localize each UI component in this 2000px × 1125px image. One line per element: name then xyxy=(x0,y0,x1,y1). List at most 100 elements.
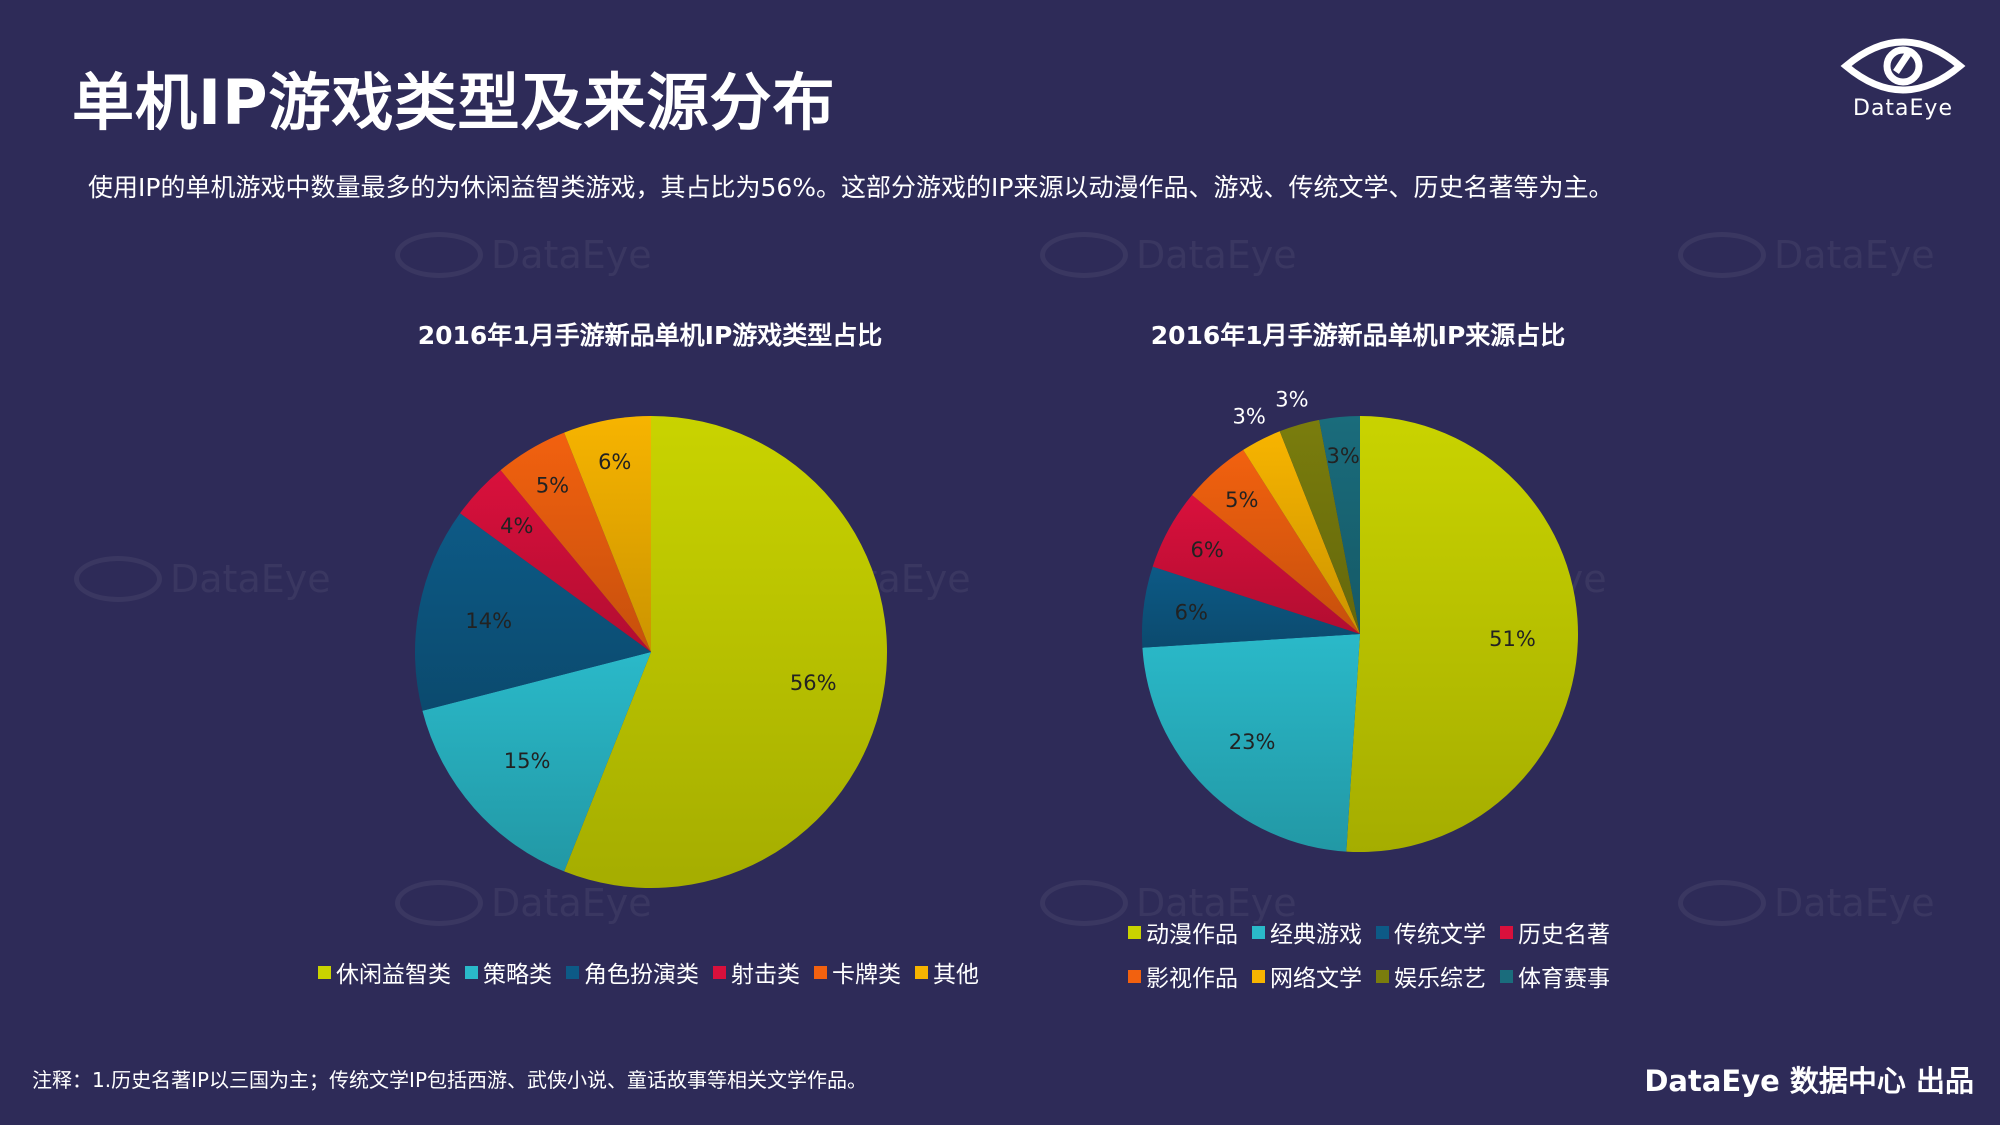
pie-label-1-6: 6% xyxy=(598,450,631,474)
dataeye-eye-icon xyxy=(1840,38,1966,94)
legend-row: 动漫作品 经典游戏 传统文学 历史名著 xyxy=(1128,915,1610,949)
legend-label: 策略类 xyxy=(483,962,552,988)
page-title: 单机IP游戏类型及来源分布 xyxy=(72,66,836,139)
watermark-eye-icon xyxy=(1678,232,1766,278)
legend-label: 动漫作品 xyxy=(1146,922,1238,948)
legend-label: 休闲益智类 xyxy=(336,962,451,988)
pie-slice-1-6 xyxy=(564,416,651,652)
page-subtitle: 使用IP的单机游戏中数量最多的为休闲益智类游戏，其占比为56%。这部分游戏的IP… xyxy=(88,173,1614,202)
legend-item: 休闲益智类 xyxy=(318,955,451,989)
legend-label: 经典游戏 xyxy=(1270,922,1362,948)
legend-label: 角色扮演类 xyxy=(584,962,699,988)
pie-slice-2-2 xyxy=(1142,634,1360,852)
pie-label-1-3: 14% xyxy=(465,609,512,633)
pie-slice-2-4 xyxy=(1152,495,1360,634)
pie-slice-2-5 xyxy=(1192,449,1360,634)
legend-swatch xyxy=(1376,925,1389,939)
pie-label-2-7: 3% xyxy=(1275,388,1308,412)
chart1-legend: 休闲益智类 策略类 角色扮演类 射击类 卡牌类 其他 xyxy=(318,955,979,989)
legend-swatch xyxy=(1500,969,1513,983)
watermark-eye-icon xyxy=(1040,232,1128,278)
pie-label-2-4: 6% xyxy=(1191,538,1224,562)
legend-swatch xyxy=(1128,969,1141,983)
footnote: 注释：1.历史名著IP以三国为主；传统文学IP包括西游、武侠小说、童话故事等相关… xyxy=(32,1068,867,1092)
pie-label-2-2: 23% xyxy=(1229,730,1276,754)
legend-swatch xyxy=(713,965,726,979)
watermark: DataEye xyxy=(1040,232,1297,278)
pie-label-2-5: 5% xyxy=(1225,488,1258,512)
legend-item: 其他 xyxy=(915,955,979,989)
legend-item: 历史名著 xyxy=(1500,915,1610,949)
legend-item: 传统文学 xyxy=(1376,915,1486,949)
legend-label: 网络文学 xyxy=(1270,966,1362,992)
legend-swatch xyxy=(1252,969,1265,983)
legend-item: 影视作品 xyxy=(1128,959,1238,993)
watermark: DataEye xyxy=(395,880,652,926)
pie-slice-2-3 xyxy=(1142,566,1360,648)
legend-label: 其他 xyxy=(933,962,979,988)
watermark: DataEye xyxy=(1040,880,1297,926)
legend-swatch xyxy=(915,965,928,979)
legend-swatch xyxy=(1500,925,1513,939)
chart2-legend: 动漫作品 经典游戏 传统文学 历史名著影视作品 网络文学 娱乐综艺 体育赛事 xyxy=(1128,915,1610,993)
legend-swatch xyxy=(318,965,331,979)
pie-chart-1: 56% 15% 14% 4%5% 6% xyxy=(415,416,888,888)
legend-label: 娱乐综艺 xyxy=(1394,966,1486,992)
legend-item: 网络文学 xyxy=(1252,959,1362,993)
legend-item: 射击类 xyxy=(713,955,800,989)
watermark-eye-icon xyxy=(74,556,162,602)
legend-label: 影视作品 xyxy=(1146,966,1238,992)
legend-item: 体育赛事 xyxy=(1500,959,1610,993)
pie-chart-2: 51% 23% 6% 6% 5% 3% 3% 3% xyxy=(1142,388,1579,852)
watermark: DataEye xyxy=(1678,880,1935,926)
pie-label-2-3: 6% xyxy=(1175,601,1208,625)
legend-item: 策略类 xyxy=(465,955,552,989)
legend-swatch xyxy=(1376,969,1389,983)
chart1-title: 2016年1月手游新品单机IP游戏类型占比 xyxy=(417,321,883,350)
legend-label: 传统文学 xyxy=(1394,922,1486,948)
pie-slice-1-4 xyxy=(460,470,651,652)
legend-row: 影视作品 网络文学 娱乐综艺 体育赛事 xyxy=(1128,959,1610,993)
logo-text: DataEye xyxy=(1853,96,1953,121)
legend-swatch xyxy=(465,965,478,979)
pie-label-2-6: 3% xyxy=(1232,404,1265,428)
legend-swatch xyxy=(566,965,579,979)
pie-slice-2-7 xyxy=(1279,419,1360,634)
pie-label-1-2: 15% xyxy=(504,749,551,773)
pie-label-1-1: 56% xyxy=(790,671,837,695)
pie-label-1-5: 5% xyxy=(536,473,569,497)
watermark: DataEye xyxy=(1678,232,1935,278)
pie-slice-2-8 xyxy=(1319,416,1360,634)
pie-slice-1-5 xyxy=(500,432,651,652)
pie-slice-1-1 xyxy=(564,416,888,888)
legend-label: 体育赛事 xyxy=(1518,966,1610,992)
pie-label-2-1: 51% xyxy=(1489,627,1536,651)
legend-label: 射击类 xyxy=(731,962,800,988)
watermark-eye-icon xyxy=(1678,880,1766,926)
watermark: DataEye xyxy=(395,232,652,278)
pie-slice-2-1 xyxy=(1346,416,1579,852)
legend-item: 经典游戏 xyxy=(1252,915,1362,949)
legend-label: 历史名著 xyxy=(1518,922,1610,948)
chart2-title: 2016年1月手游新品单机IP来源占比 xyxy=(1150,321,1566,350)
legend-item: 动漫作品 xyxy=(1128,915,1238,949)
legend-swatch xyxy=(1252,925,1265,939)
pie-label-2-8: 3% xyxy=(1327,444,1360,468)
pie-slice-1-3 xyxy=(415,513,651,711)
credit: DataEye 数据中心 出品 xyxy=(1644,1064,1974,1098)
legend-swatch xyxy=(814,965,827,979)
legend-label: 卡牌类 xyxy=(832,962,901,988)
legend-item: 角色扮演类 xyxy=(566,955,699,989)
legend-row: 休闲益智类 策略类 角色扮演类 射击类 卡牌类 其他 xyxy=(318,955,979,989)
watermark-eye-icon xyxy=(395,880,483,926)
watermark-eye-icon xyxy=(395,232,483,278)
watermark: DataEye xyxy=(74,556,331,602)
legend-item: 娱乐综艺 xyxy=(1376,959,1486,993)
legend-item: 卡牌类 xyxy=(814,955,901,989)
legend-swatch xyxy=(1128,925,1141,939)
pie-slice-1-2 xyxy=(422,652,651,872)
pie-slice-2-6 xyxy=(1243,431,1360,634)
watermark-eye-icon xyxy=(1040,880,1128,926)
